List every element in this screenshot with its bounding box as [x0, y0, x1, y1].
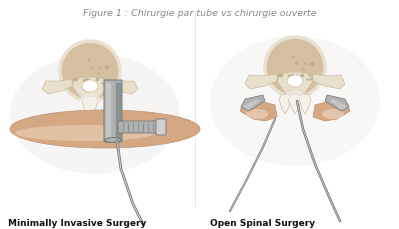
Polygon shape [108, 79, 138, 94]
Polygon shape [106, 83, 110, 139]
FancyBboxPatch shape [104, 80, 122, 142]
Ellipse shape [246, 109, 268, 119]
Ellipse shape [285, 91, 305, 101]
Polygon shape [116, 83, 120, 139]
Ellipse shape [105, 137, 121, 142]
Ellipse shape [287, 75, 303, 87]
Polygon shape [241, 95, 265, 111]
Polygon shape [313, 74, 345, 89]
Text: Open Spinal Surgery: Open Spinal Surgery [210, 219, 315, 228]
Ellipse shape [82, 80, 98, 92]
FancyBboxPatch shape [156, 119, 166, 135]
Ellipse shape [322, 109, 344, 119]
Polygon shape [42, 79, 72, 94]
Polygon shape [279, 94, 291, 114]
Polygon shape [82, 96, 98, 115]
Ellipse shape [10, 54, 180, 174]
Polygon shape [245, 74, 277, 89]
Polygon shape [288, 94, 302, 114]
Polygon shape [325, 95, 349, 111]
Text: Figure 1 : Chirurgie par tube vs chirurgie ouverte: Figure 1 : Chirurgie par tube vs chirurg… [83, 9, 317, 18]
Polygon shape [313, 101, 350, 121]
Polygon shape [299, 94, 311, 114]
Polygon shape [277, 72, 313, 99]
Polygon shape [243, 99, 260, 110]
Circle shape [60, 41, 120, 101]
Polygon shape [330, 99, 347, 110]
Ellipse shape [10, 110, 200, 148]
Ellipse shape [210, 36, 380, 166]
Circle shape [265, 37, 325, 97]
Polygon shape [72, 77, 108, 101]
Ellipse shape [15, 125, 155, 141]
Ellipse shape [80, 94, 100, 104]
FancyBboxPatch shape [118, 121, 158, 133]
Text: Minimally Invasive Surgery: Minimally Invasive Surgery [8, 219, 146, 228]
Polygon shape [240, 101, 277, 121]
